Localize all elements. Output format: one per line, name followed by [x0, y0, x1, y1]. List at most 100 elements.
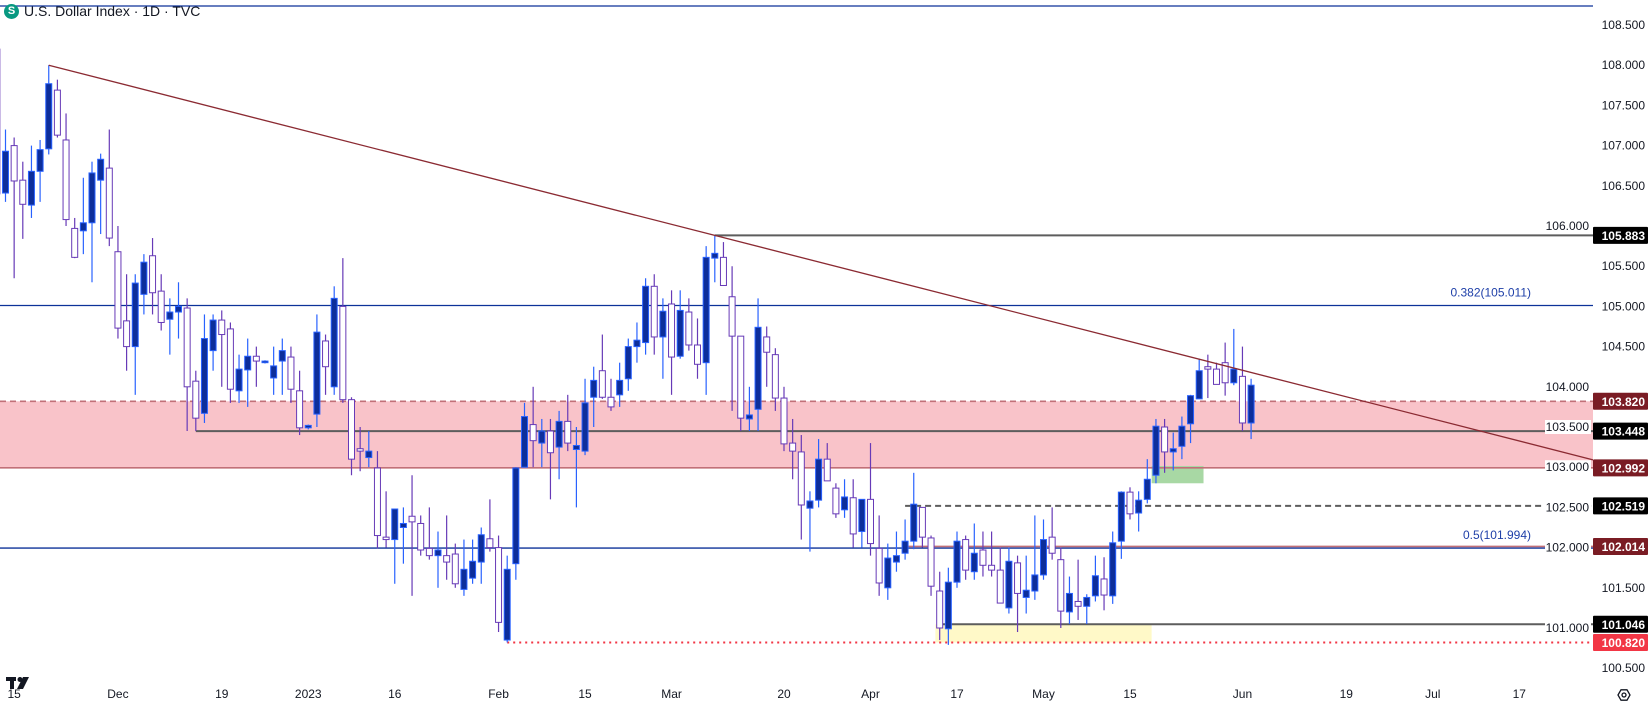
- candle: [944, 567, 952, 645]
- candle: [348, 397, 355, 476]
- candle: [598, 334, 606, 399]
- candle-body: [1048, 536, 1056, 554]
- candle-body: [356, 448, 364, 452]
- support-zone: [935, 624, 1152, 643]
- candle-body: [1187, 395, 1195, 425]
- candle: [858, 498, 866, 548]
- candle-body: [719, 256, 727, 286]
- price-tick-backdrop: [1545, 500, 1591, 515]
- candle-body: [495, 547, 503, 623]
- time-axis[interactable]: 15 Dec 19 2023 16 Feb 15 Mar 20 Apr 17 May 15 Jun 19 Ju…: [7, 687, 1526, 701]
- candle: [676, 290, 684, 359]
- price-tick: 107.500: [1602, 98, 1646, 112]
- symbol-icon: S: [4, 3, 19, 19]
- candle: [53, 79, 61, 138]
- candle-body: [244, 355, 252, 371]
- candle-body: [944, 581, 952, 630]
- candle-body: [711, 252, 719, 259]
- candle: [728, 266, 736, 411]
- candle-body: [763, 336, 771, 353]
- candle-body: [1221, 362, 1229, 384]
- time-tick: 19: [1340, 687, 1354, 701]
- candle: [1195, 358, 1203, 400]
- price-label: 103.448: [1602, 425, 1646, 439]
- candle: [1169, 432, 1177, 471]
- candle-body: [1152, 425, 1160, 476]
- candle: [114, 226, 122, 339]
- candle-body: [1100, 578, 1108, 596]
- candle: [650, 274, 658, 355]
- tradingview-logo[interactable]: [6, 677, 29, 689]
- candle: [296, 370, 304, 436]
- chart-title[interactable]: S U.S. Dollar Index · 1D · TVC: [4, 3, 200, 19]
- candle-body: [313, 331, 321, 415]
- candle: [1221, 342, 1229, 396]
- candle-body: [114, 251, 122, 329]
- candle: [572, 427, 580, 508]
- time-tick: Jun: [1233, 687, 1252, 701]
- candle-body: [1161, 426, 1169, 453]
- candle-body: [97, 158, 105, 181]
- candle-body: [797, 451, 805, 506]
- candle-body: [252, 355, 260, 362]
- candle-body: [79, 222, 87, 232]
- candle: [2, 129, 9, 202]
- candle: [244, 338, 252, 407]
- candle: [1057, 547, 1065, 628]
- candle-body: [200, 338, 208, 414]
- price-label-box: [1593, 497, 1648, 515]
- candle: [832, 483, 840, 518]
- candle: [313, 314, 321, 427]
- gear-icon[interactable]: [1617, 689, 1631, 701]
- candle: [1187, 394, 1195, 444]
- candle: [408, 475, 416, 596]
- candle-body: [849, 497, 857, 535]
- price-axis[interactable]: [1593, 0, 1650, 706]
- candle-body: [330, 297, 338, 388]
- candle-body: [1126, 491, 1134, 515]
- candle: [434, 531, 442, 588]
- candle-body: [815, 458, 823, 501]
- candle: [97, 153, 105, 235]
- candle: [849, 479, 857, 548]
- candle: [970, 523, 978, 580]
- price-label-box: [1593, 633, 1648, 651]
- candle: [1152, 418, 1160, 484]
- candle: [659, 298, 667, 379]
- candle: [365, 431, 373, 468]
- candle: [192, 370, 200, 432]
- price-tick: 107.000: [1602, 139, 1646, 153]
- candle: [469, 539, 477, 584]
- price-tick: 106.000: [1546, 219, 1590, 233]
- candle-body: [451, 553, 459, 585]
- price-label: 100.820: [1602, 636, 1646, 650]
- candle: [1014, 555, 1022, 633]
- candle: [1091, 555, 1099, 602]
- candle: [183, 298, 191, 432]
- candle: [711, 235, 719, 283]
- candle: [988, 531, 996, 577]
- candle: [927, 535, 935, 596]
- candle: [477, 527, 485, 584]
- candle-body: [676, 309, 684, 357]
- price-label-box: [1593, 226, 1648, 244]
- candle-body: [304, 424, 312, 429]
- candle: [815, 439, 823, 508]
- candle-body: [728, 296, 736, 337]
- candle-body: [1057, 559, 1065, 612]
- price-tick: 108.000: [1602, 58, 1646, 72]
- candle-body: [702, 256, 710, 364]
- candle-body: [1065, 592, 1073, 613]
- candle-body: [339, 305, 347, 401]
- candle: [763, 326, 771, 387]
- trendline-layer[interactable]: [48, 64, 1594, 461]
- candle-body: [1238, 375, 1246, 424]
- price-axis-level-labels: 105.883 103.820 103.448 102.992 102.519 102.0…: [1593, 226, 1648, 651]
- candle: [175, 282, 182, 339]
- candle: [1178, 416, 1186, 460]
- price-label: 101.046: [1602, 618, 1646, 632]
- trendline[interactable]: [48, 64, 1594, 461]
- candle-body: [105, 167, 113, 239]
- candle-body: [27, 170, 35, 206]
